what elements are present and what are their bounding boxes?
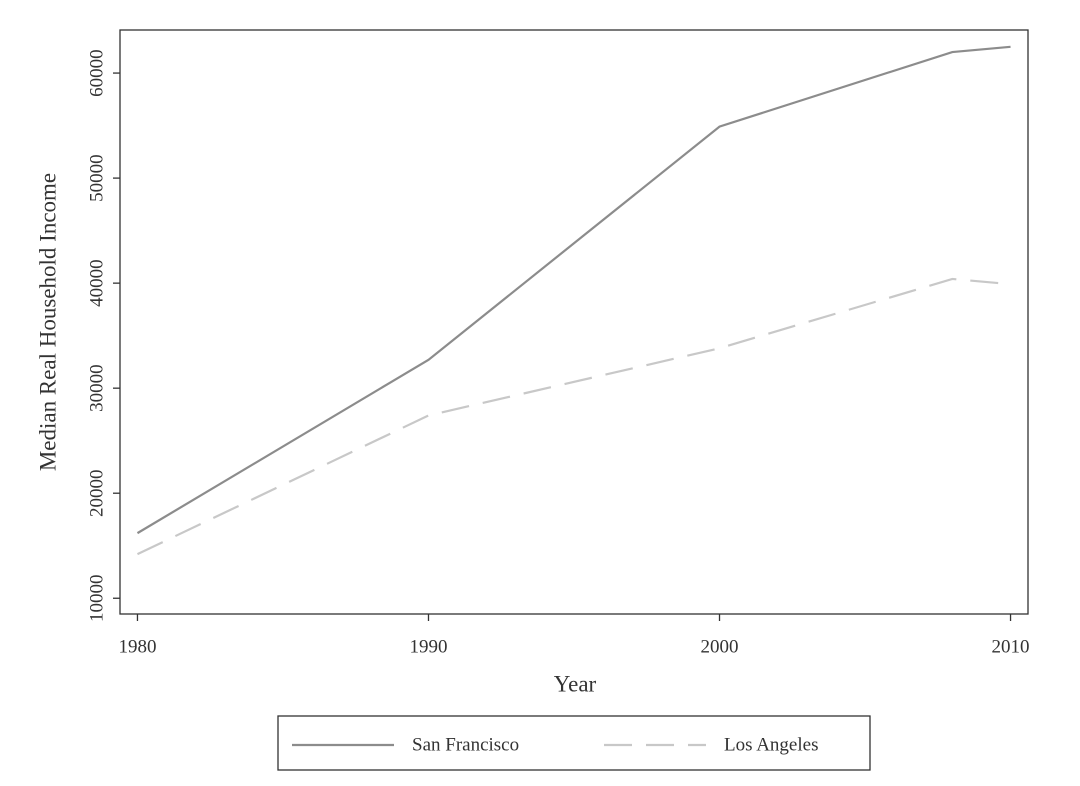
legend-label: Los Angeles (724, 734, 818, 755)
x-axis-title: Year (554, 671, 597, 696)
y-tick-label: 10000 (86, 574, 107, 622)
x-tick-label: 1980 (118, 636, 156, 657)
x-tick-label: 2000 (701, 636, 739, 657)
y-tick-label: 60000 (86, 49, 107, 97)
y-tick-label: 30000 (86, 364, 107, 412)
y-tick-label: 20000 (86, 469, 107, 517)
legend-box (277, 715, 871, 771)
legend-label: San Francisco (412, 734, 519, 755)
series-line (136, 45, 1011, 535)
x-tick-label: 2010 (992, 636, 1030, 657)
y-tick-label: 50000 (86, 154, 107, 202)
y-tick-label: 40000 (86, 259, 107, 307)
y-axis-title: Median Real Household Income (35, 173, 60, 471)
x-tick-label: 1990 (409, 636, 447, 657)
plot-frame (119, 29, 1029, 615)
series-line (136, 277, 1011, 556)
